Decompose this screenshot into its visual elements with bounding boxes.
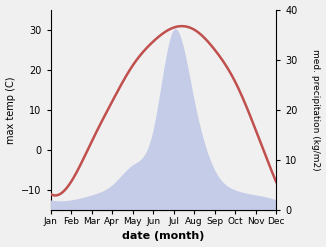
X-axis label: date (month): date (month)	[122, 231, 204, 242]
Y-axis label: med. precipitation (kg/m2): med. precipitation (kg/m2)	[311, 49, 320, 171]
Y-axis label: max temp (C): max temp (C)	[6, 76, 16, 144]
